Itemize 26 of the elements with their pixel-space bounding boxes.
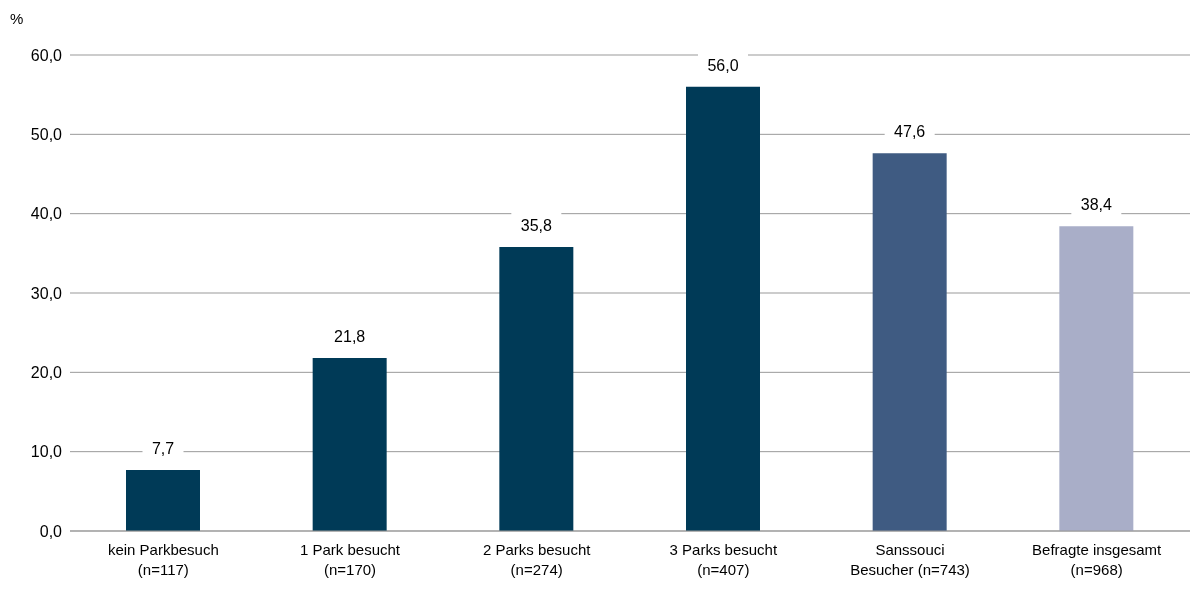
- y-tick-label: 20,0: [30, 364, 63, 382]
- data-label: 35,8: [520, 216, 553, 234]
- data-label: 21,8: [334, 328, 366, 346]
- data-label: 38,4: [1080, 196, 1113, 214]
- y-axis-title: %: [10, 10, 24, 27]
- data-label: 7,7: [151, 439, 175, 457]
- y-tick-label: 10,0: [30, 443, 63, 461]
- bar: [686, 86, 760, 531]
- y-tick-label: 60,0: [30, 46, 63, 64]
- x-tick-label: kein Parkbesuch (n=117): [107, 541, 219, 578]
- y-tick-label: 0,0: [39, 522, 63, 540]
- bar: [126, 469, 200, 531]
- x-tick-label: Befragte insgesamt (n=968): [1032, 541, 1163, 578]
- bar: [1059, 226, 1134, 531]
- x-tick-label: 3 Parks besucht (n=407): [669, 541, 778, 578]
- data-label: 56,0: [707, 56, 739, 74]
- y-tick-label: 40,0: [30, 205, 63, 223]
- x-tick-label: 2 Parks besucht (n=274): [482, 541, 592, 578]
- y-tick-label: 50,0: [30, 126, 63, 144]
- bar: [872, 153, 947, 531]
- bar: [499, 246, 574, 531]
- bar: [312, 358, 387, 531]
- x-tick-label: Sanssouci Besucher (n=743): [850, 541, 970, 578]
- data-label: 47,6: [894, 123, 926, 141]
- y-tick-label: 30,0: [30, 284, 63, 302]
- x-tick-label: 1 Park besucht (n=170): [299, 541, 401, 578]
